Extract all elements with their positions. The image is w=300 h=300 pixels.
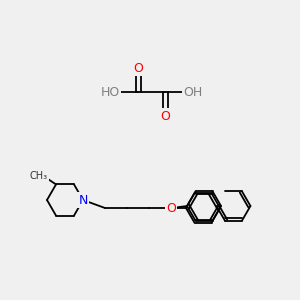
Text: O: O bbox=[133, 61, 143, 74]
Text: CH₃: CH₃ bbox=[30, 171, 48, 182]
Text: O: O bbox=[166, 202, 176, 214]
Text: N: N bbox=[78, 194, 88, 206]
Text: OH: OH bbox=[183, 85, 202, 98]
Text: HO: HO bbox=[100, 85, 120, 98]
Text: O: O bbox=[160, 110, 170, 122]
